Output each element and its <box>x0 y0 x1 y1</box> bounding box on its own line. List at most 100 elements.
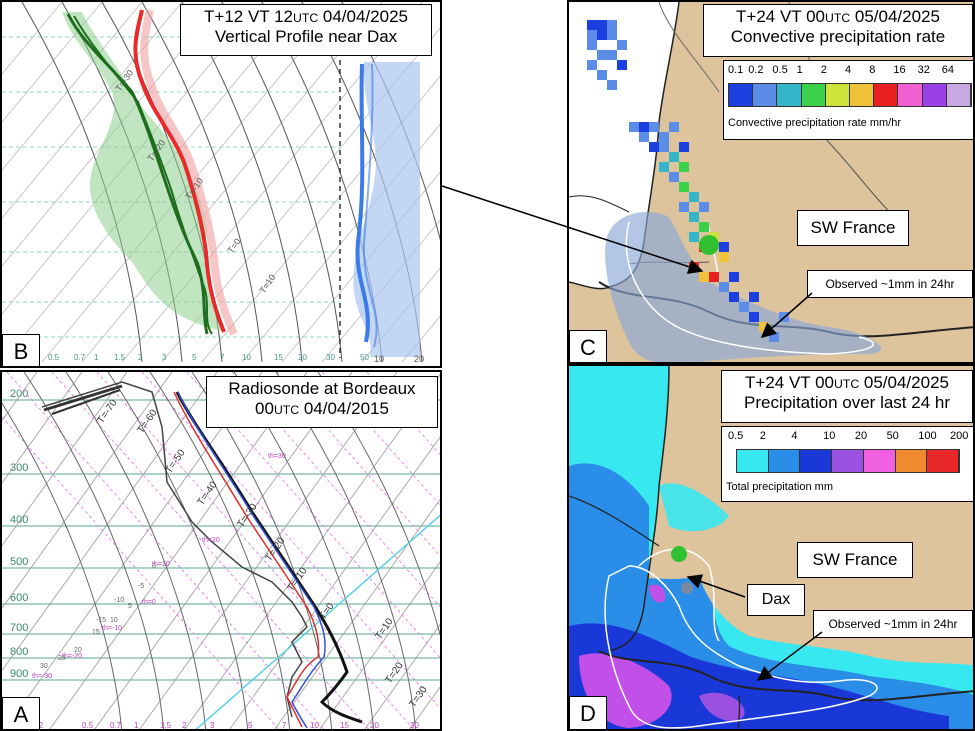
panel-c-legend-swatch <box>777 84 802 106</box>
panel-c-legend-swatch <box>946 84 971 106</box>
panel-c-legend-caption: Convective precipitation rate mm/hr <box>728 117 902 129</box>
panel-a-dry-label: 30 <box>40 663 48 670</box>
panel-c-title: T+24 VT 00UTC 05/04/2025 Convective prec… <box>703 4 973 57</box>
panel-c-legend-swatch <box>898 84 923 106</box>
panel-d-legend-value: 50 <box>886 430 899 442</box>
panel-d-title-date: 05/04/2025 <box>859 373 949 392</box>
panel-c-precip-cell <box>739 302 749 312</box>
panel-d-legend-value: 10 <box>823 430 836 442</box>
panel-d-legend-swatch <box>800 450 833 472</box>
panel-c-legend-value: 8 <box>869 64 876 76</box>
panel-c-legend-value: 4 <box>845 64 852 76</box>
panel-b-bottom-tick: 5 <box>192 353 197 362</box>
panel-c-precip-cell <box>719 252 729 262</box>
panel-d-legend-value: 20 <box>854 430 868 442</box>
panel-c-legend-swatch <box>849 84 875 106</box>
panel-c-precip-cell <box>659 142 669 152</box>
panel-b-bottom-tick: 10 <box>242 353 251 362</box>
panel-a-dry-label: 10 <box>110 617 118 624</box>
panel-c-precip-cell <box>587 20 597 30</box>
panel-a-title-prefix: 00 <box>255 399 274 419</box>
panel-a-pressure-label: 600 <box>10 592 28 604</box>
panel-d-title-prefix: T+24 VT 00 <box>745 373 835 392</box>
panel-c-title-utc: UTC <box>825 11 851 25</box>
panel-a-dry-label: -15 <box>96 617 106 624</box>
panel-c-precip-cell <box>669 172 679 182</box>
panel-a-dry-label: 25 <box>58 655 66 662</box>
panel-a-bottom-tick: 15 <box>340 721 349 730</box>
panel-d-title: T+24 VT 00UTC 05/04/2025 Precipitation o… <box>721 370 973 423</box>
panel-c-observed-arrow <box>760 292 813 338</box>
panel-d-title-utc: UTC <box>834 377 860 391</box>
panel-b-title-date: 04/04/2025 <box>318 7 408 26</box>
panel-d-legend-swatch <box>895 450 928 472</box>
panel-b-title-prefix: T+12 VT 12 <box>204 7 294 26</box>
panel-c-precip-cell <box>649 122 659 132</box>
panel-c-precip-cell <box>617 60 627 70</box>
panel-a-theta-label: th=-20 <box>62 653 82 660</box>
panel-d-legend-value: 100 <box>918 430 937 442</box>
panel-a-theta-label: th=-30 <box>32 673 52 680</box>
panel-c-legend-swatch <box>874 84 899 106</box>
panel-c-precip-cell <box>587 60 597 70</box>
panel-b-bottom-tick: 1 <box>94 353 99 362</box>
panel-b-title-line2: Vertical Profile near Dax <box>214 27 398 47</box>
panel-a-title-line1: Radiosonde at Bordeaux <box>228 379 416 398</box>
panel-b-bottom-tick: 20 <box>298 353 307 362</box>
panel-c-precip-cell <box>629 122 639 132</box>
panel-c-precip-cell <box>699 202 709 212</box>
panel-d-observed-arrow <box>756 631 823 681</box>
panel-d-legend-swatch <box>863 450 896 472</box>
panel-a-theta-label: th=20 <box>202 537 220 544</box>
panel-d-region-label: SW France <box>797 542 913 578</box>
panel-c-precip-cell <box>639 122 649 132</box>
panel-c-precip-cell <box>597 70 607 80</box>
panel-a-radiosonde: 200 300 400 500 600 700 800 900 T=-70 T=-60 T=-50… <box>0 370 442 731</box>
panel-d-legend: 0.5 2 4 10 20 50 100 200 Total precipitation mm <box>721 426 973 502</box>
panel-c-precip-cell <box>607 20 617 30</box>
convective-precip-map <box>569 2 973 362</box>
panel-c-legend-value: 32 <box>917 64 930 76</box>
panel-a-title: Radiosonde at Bordeaux 00UTC 04/04/2015 <box>206 376 438 428</box>
skewt-model-diagram: T=-30T=-20T=-10T=0T=10 0.5 0.7 1 1.5 2 3 5 7 10 1… <box>2 2 440 366</box>
panel-c-precip-cell <box>699 272 709 282</box>
panel-d-legend-value: 200 <box>950 430 969 442</box>
panel-c-precip-cell <box>729 292 739 302</box>
panel-a-dry-label: 5 <box>128 603 132 610</box>
panel-c-observed-label: Observed ~1mm in 24hr <box>807 270 973 298</box>
panel-a-bottom-tick: 10 <box>310 721 319 730</box>
panel-d-dax-label: Dax <box>747 584 805 616</box>
panel-a-theta-label: th=-10 <box>102 625 122 632</box>
profile-location-arrow <box>441 185 704 274</box>
panel-d-dax-arrow <box>686 574 746 598</box>
panel-c-legend-value: 0.1 <box>728 64 744 76</box>
panel-c-precip-cell <box>729 272 739 282</box>
panel-c-title-line2: Convective precipitation rate <box>730 27 946 47</box>
panel-a-title-utc: UTC <box>273 403 300 418</box>
panel-c-precip-cell <box>587 30 597 40</box>
panel-a-bottom-tick: 0.5 <box>82 721 94 730</box>
panel-d-legend-colorbar <box>736 449 960 473</box>
panel-a-theta-label: th=10 <box>152 561 170 568</box>
panel-a-bottom-tick: 2 <box>182 721 187 730</box>
panel-a-bottom-tick: 1.5 <box>160 721 172 730</box>
panel-a-bottom-tick: 3 <box>210 721 215 730</box>
panel-c-precip-cell <box>607 30 617 40</box>
panel-b-bottom-tick: 2 <box>138 353 143 362</box>
panel-b-bottom-tick: 15 <box>274 353 283 362</box>
panel-c-precip-cell <box>617 40 627 50</box>
panel-a-dry-label: 15 <box>92 629 100 636</box>
panel-d-legend-swatch <box>832 450 864 472</box>
panel-a-dry-label: 20 <box>74 647 82 654</box>
panel-b-bottom-tick: 1.5 <box>114 353 126 362</box>
panel-a-bottom-tick: 5 <box>248 721 253 730</box>
panel-c-precip-cell <box>639 132 649 142</box>
panel-b-title-utc: UTC <box>293 11 319 25</box>
panel-a-pressure-label: 400 <box>10 514 28 526</box>
panel-a-pressure-label: 700 <box>10 622 28 634</box>
panel-c-precip-cell <box>587 40 597 50</box>
panel-c-precip-cell <box>669 122 679 132</box>
panel-a-letter: A <box>2 697 40 729</box>
